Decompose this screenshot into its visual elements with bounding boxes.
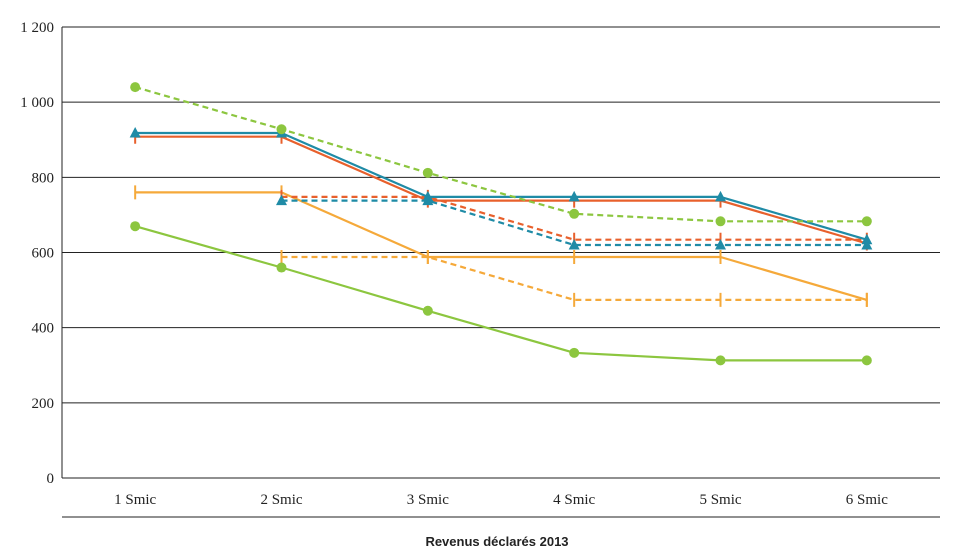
x-tick-label: 2 Smic <box>260 492 302 508</box>
y-tick-label: 600 <box>32 246 55 262</box>
series-line <box>134 225 867 362</box>
x-tick-label: 6 Smic <box>846 492 888 508</box>
series-4 <box>129 126 873 245</box>
data-point <box>861 216 872 227</box>
data-point <box>569 208 580 219</box>
data-point <box>861 238 873 250</box>
series-line <box>281 199 867 247</box>
series-line <box>135 191 868 301</box>
series-7 <box>130 82 872 227</box>
y-tick-label: 200 <box>32 396 55 412</box>
x-axis-label: Revenus déclarés 2013 <box>425 534 568 549</box>
data-point <box>568 190 580 202</box>
series-line <box>281 255 867 301</box>
data-point <box>715 238 726 250</box>
data-point <box>129 126 141 138</box>
series-2 <box>134 129 868 251</box>
data-point <box>422 167 433 178</box>
data-point <box>861 355 872 366</box>
data-point <box>130 82 141 93</box>
y-tick-label: 1 000 <box>20 95 54 111</box>
y-axis-ticks: 0 200 400 600 800 1 000 1 200 <box>20 20 54 487</box>
data-point <box>276 124 287 135</box>
series-5 <box>276 194 873 250</box>
data-point <box>422 305 433 316</box>
series-line <box>281 195 867 241</box>
data-point <box>276 194 287 206</box>
series-1 <box>280 250 868 307</box>
data-point <box>130 221 141 232</box>
y-tick-label: 0 <box>47 471 55 487</box>
data-point <box>276 262 287 273</box>
series-line <box>135 131 868 241</box>
y-tick-label: 400 <box>32 321 55 337</box>
x-tick-label: 1 Smic <box>114 492 156 508</box>
series-line <box>135 135 868 245</box>
series-group <box>129 82 873 366</box>
x-tick-label: 5 Smic <box>699 492 741 508</box>
grid-lines <box>61 26 940 479</box>
x-tick-label: 4 Smic <box>553 492 595 508</box>
data-point <box>715 355 726 366</box>
series-line <box>134 86 867 223</box>
y-tick-label: 800 <box>32 170 55 186</box>
data-point <box>422 194 434 206</box>
y-tick-label: 1 200 <box>20 20 54 36</box>
x-axis-ticks: 1 Smic 2 Smic 3 Smic 4 Smic 5 Smic 6 Smic <box>114 492 888 508</box>
series-0 <box>134 185 868 307</box>
data-point <box>568 238 580 250</box>
data-point <box>861 233 873 245</box>
data-point <box>715 216 726 227</box>
series-6 <box>130 221 872 366</box>
data-point <box>715 190 726 202</box>
data-point <box>569 347 580 358</box>
x-tick-label: 3 Smic <box>407 492 449 508</box>
